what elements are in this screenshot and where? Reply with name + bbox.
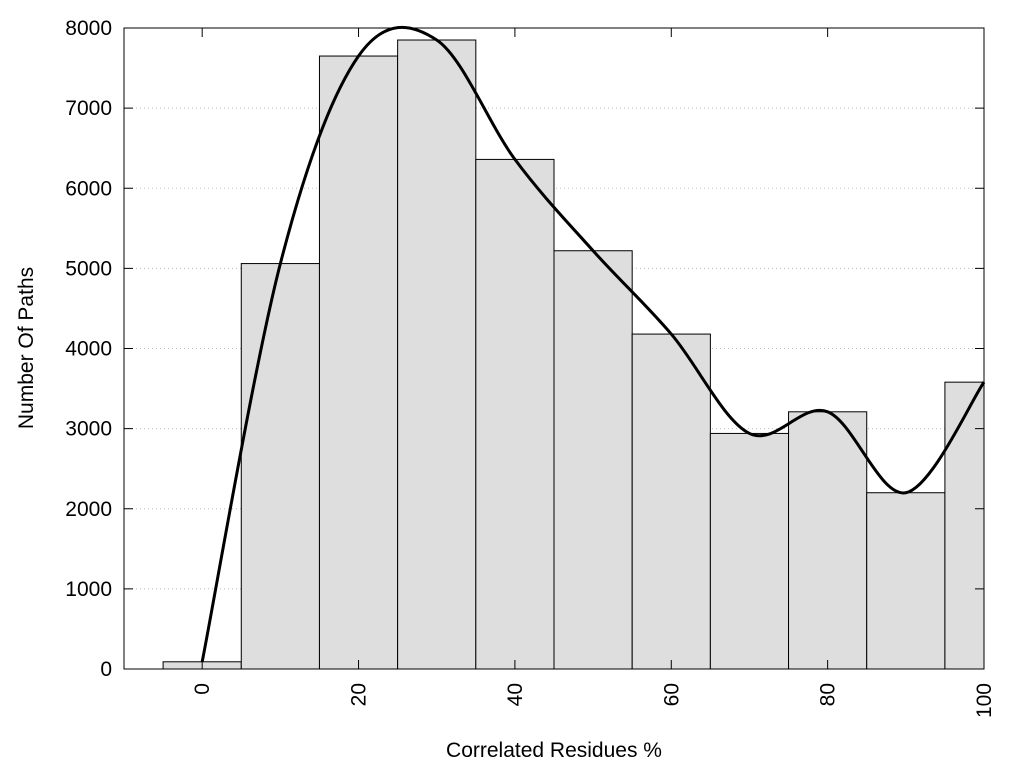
y-tick-label: 5000 <box>65 257 112 280</box>
histogram-bar <box>788 411 868 670</box>
x-tick-label: 60 <box>660 683 683 706</box>
histogram-bar <box>240 263 320 670</box>
histogram-bar <box>318 55 399 670</box>
y-tick-label: 0 <box>100 658 112 681</box>
y-axis-ticks: 0 1000 2000 3000 4000 5000 6000 7000 8000 <box>65 17 984 681</box>
y-tick-label: 2000 <box>65 498 112 521</box>
bars <box>162 39 985 670</box>
trend-curve <box>200 25 986 663</box>
histogram-bar <box>866 492 946 670</box>
x-tick-label: 100 <box>973 683 996 718</box>
histogram-bar <box>709 432 790 670</box>
y-tick-label: 8000 <box>65 17 112 40</box>
x-axis-title: Correlated Residues % <box>446 739 662 762</box>
y-tick-label: 7000 <box>65 97 112 120</box>
y-tick-label: 3000 <box>65 418 112 441</box>
x-tick-label: 40 <box>504 683 527 706</box>
histogram-bar <box>631 333 711 670</box>
y-tick-label: 1000 <box>65 578 112 601</box>
x-axis-ticks: 0 20 40 60 80 100 <box>191 28 996 718</box>
x-tick-label: 20 <box>348 683 371 706</box>
smooth-curve-line <box>200 25 986 663</box>
x-tick-label: 0 <box>191 683 214 695</box>
histogram-bar <box>944 381 985 670</box>
y-axis-title: Number Of Paths <box>15 267 38 429</box>
x-tick-label: 80 <box>817 683 840 706</box>
histogram-bar <box>397 39 477 670</box>
histogram-bar <box>553 250 633 670</box>
histogram-bar <box>475 158 555 670</box>
y-tick-label: 4000 <box>65 338 112 361</box>
y-tick-label: 6000 <box>65 177 112 200</box>
